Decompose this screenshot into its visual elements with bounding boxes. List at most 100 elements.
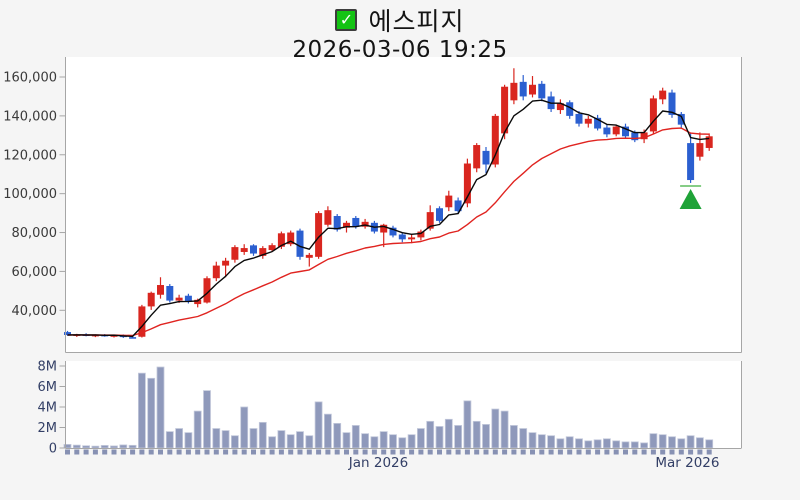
x-tick [557,449,563,455]
volume-bar [454,425,463,449]
volume-bar [361,433,370,449]
x-tick [706,449,712,455]
volume-bar [128,444,137,449]
volume-bar [640,442,648,449]
x-tick [306,449,312,455]
candle-body [203,278,211,303]
x-tick [520,449,526,455]
volume-bar [193,410,202,449]
price-tick-label: 100,000 [3,187,57,202]
candle-body [343,222,350,228]
candle-body [510,82,518,101]
volume-bar [472,420,481,449]
volume-bar [305,435,314,449]
x-tick [65,449,70,455]
volume-bar [398,437,407,449]
volume-bar [147,377,156,449]
candle-body [566,102,574,116]
candle-body [398,234,406,240]
x-tick [344,449,349,455]
x-tick [604,449,610,455]
volume-tick-label: 6M [38,380,58,395]
candle-body [333,216,341,230]
candle-body [268,245,276,251]
candle-body [491,115,499,165]
volume-bar [165,431,174,449]
x-tick [74,449,80,455]
volume-bar [379,431,388,449]
x-tick [437,449,442,455]
candle-body [436,208,443,221]
candle-body [417,231,425,238]
x-tick [316,449,322,455]
candle-body [222,260,230,266]
checkmark-icon: ✓ [339,10,354,29]
candle-body [259,248,267,256]
checkbox-icon[interactable]: ✓ [335,9,358,31]
volume-bar [668,436,676,449]
price-tick-label: 160,000 [3,71,57,86]
x-tick [158,449,163,455]
volume-bar [212,428,221,449]
volume-bar [110,445,118,449]
x-tick [418,449,424,455]
candle-body [705,136,713,148]
volume-bar [686,435,695,449]
volume-bar [221,430,230,449]
volume-bar [137,372,146,449]
candle-body [575,113,583,124]
volume-bar [500,410,509,449]
x-tick [464,449,470,455]
candle-body [445,195,453,208]
volume-bar [444,418,453,449]
candle-body [361,221,369,227]
candle-body [668,92,676,115]
page-title: 에스피지 [368,7,465,36]
volume-bar [575,438,583,449]
x-tick [548,449,554,455]
x-tick [455,449,461,455]
x-tick [353,449,359,455]
candle-body [687,143,695,181]
x-tick [567,449,573,455]
volume-bar [658,434,667,449]
volume-bar [621,441,630,449]
x-tick [167,449,173,455]
volume-bar [649,433,658,449]
x-tick [669,449,675,455]
x-tick [641,449,647,455]
volume-bar [603,438,611,449]
candle-body [240,248,248,252]
x-ticks-layer [65,449,712,455]
volume-bar [696,437,704,449]
candle-body [194,299,202,305]
candle-body [556,103,564,111]
x-tick [92,449,98,455]
x-tick [678,449,684,455]
x-tick [195,449,201,455]
candle-body [473,145,481,169]
candle-body [380,224,388,233]
price-tick-label: 80,000 [12,226,58,241]
candle-body [250,245,257,254]
volume-bar [258,421,267,449]
volume-bar [370,436,379,449]
candle-body [129,337,137,339]
candle-body [277,233,285,247]
x-tick [278,449,284,455]
volume-bar [333,422,342,449]
volume-bar [584,440,593,449]
candle-body [110,335,118,337]
x-tick [102,449,108,455]
volume-bar [389,434,397,449]
volume-bar [547,435,555,449]
volume-bar [435,426,444,449]
volume-bar [240,406,249,449]
candle-body [538,83,546,99]
price-tick-label: 120,000 [3,148,57,163]
candle-body [287,232,295,245]
candle-body [640,132,648,140]
candle-body [389,227,397,236]
candle-body [482,150,490,165]
volume-bar [565,436,574,449]
